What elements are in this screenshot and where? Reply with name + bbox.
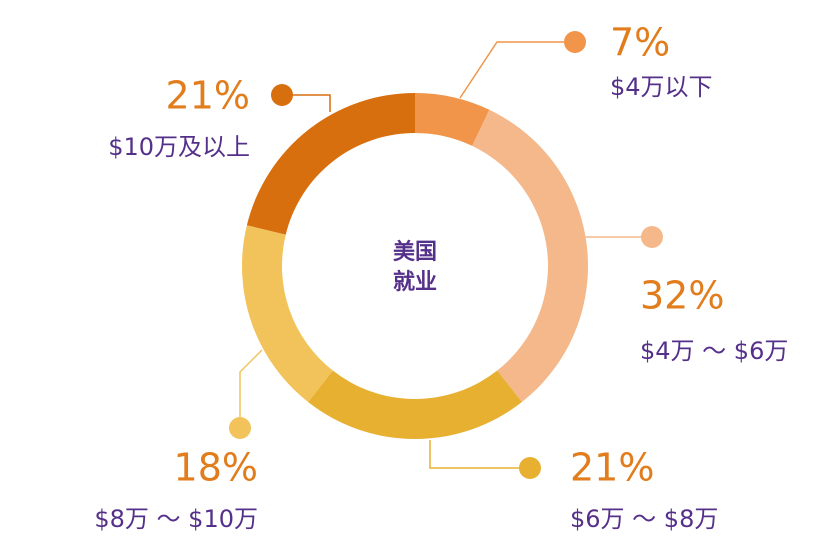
value-label: 32% bbox=[640, 274, 724, 318]
category-label: $4万 ～ $6万 bbox=[640, 337, 788, 365]
leader-line bbox=[429, 440, 530, 469]
category-label: $6万 ～ $8万 bbox=[570, 505, 718, 533]
category-label: $8万 ～ $10万 bbox=[94, 505, 258, 533]
donut-segment bbox=[308, 370, 522, 440]
donut-segment bbox=[472, 109, 589, 402]
donut-segment bbox=[242, 225, 333, 402]
value-label: 21% bbox=[166, 74, 250, 118]
category-label: $4万以下 bbox=[610, 73, 713, 101]
leader-dot bbox=[519, 457, 541, 479]
center-label: 就业 bbox=[393, 269, 437, 295]
leader-line bbox=[239, 349, 263, 428]
leader-dot bbox=[271, 84, 293, 106]
center-label: 美国 bbox=[393, 239, 437, 265]
value-label: 18% bbox=[174, 446, 258, 490]
leader-dot bbox=[564, 31, 586, 53]
value-label: 7% bbox=[610, 21, 670, 65]
leader-dot bbox=[229, 417, 251, 439]
category-label: $10万及以上 bbox=[108, 133, 250, 161]
leader-dot bbox=[641, 226, 663, 248]
donut-segment bbox=[415, 93, 490, 146]
donut-segment bbox=[246, 93, 415, 235]
leader-line bbox=[282, 94, 331, 112]
leader-line bbox=[459, 41, 575, 99]
value-label: 21% bbox=[570, 446, 654, 490]
